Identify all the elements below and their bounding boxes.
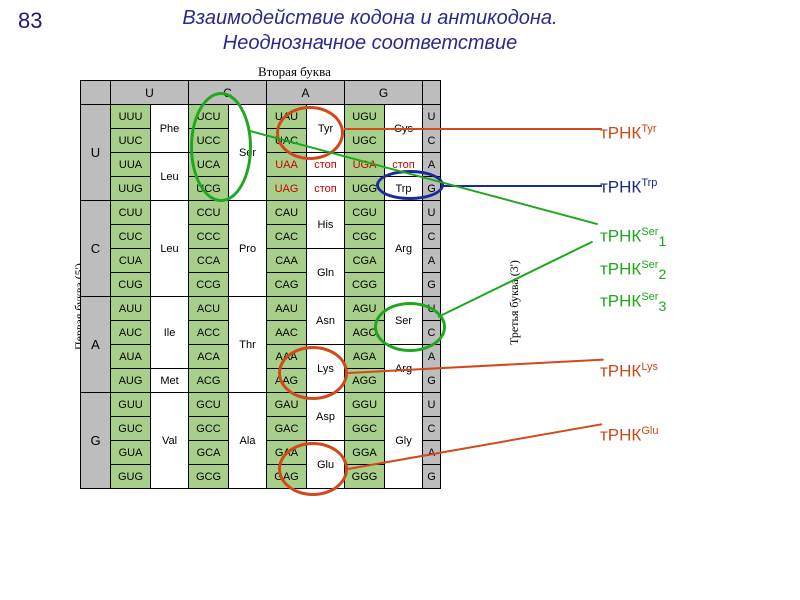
title-line-1: Взаимодействие кодона и антикодона. bbox=[182, 7, 557, 29]
page-title: Взаимодействие кодона и антикодона. Неод… bbox=[140, 6, 600, 56]
label-trp: тРНКTrp bbox=[600, 178, 666, 196]
third-letter-header: Третья буква (3') bbox=[507, 260, 522, 345]
codon-table: UCAGUUUUPheUCUSerUAUTyrUGUCysUUUCUCCUACU… bbox=[80, 80, 441, 489]
label-ser3: тРНКSer3 bbox=[600, 292, 666, 314]
title-line-2: Неоднозначное соответствие bbox=[223, 32, 517, 54]
label-glu: тРНКGlu bbox=[600, 426, 666, 444]
label-tyr: тРНКTyr bbox=[600, 124, 666, 142]
label-ser1: тРНКSer1 bbox=[600, 227, 666, 249]
label-ser2: тРНКSer2 bbox=[600, 260, 666, 282]
leader-line-1 bbox=[442, 185, 602, 187]
codon-table-wrap: UCAGUUUUPheUCUSerUAUTyrUGUCysUUUCUCCUACU… bbox=[80, 80, 441, 489]
trna-labels: тРНКTyr тРНКTrp тРНКSer1 тРНКSer2 тРНКSe… bbox=[600, 124, 666, 453]
label-lys: тРНКLys bbox=[600, 362, 666, 380]
page-number: 83 bbox=[18, 8, 42, 34]
second-letter-header: Вторая буква bbox=[258, 64, 331, 80]
